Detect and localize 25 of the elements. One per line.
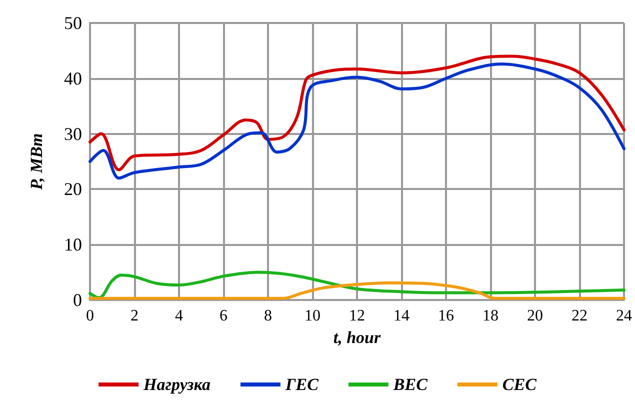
legend-label: ГЕС <box>284 375 320 394</box>
y-tick-label: 30 <box>64 124 82 144</box>
x-tick-label: 0 <box>86 308 94 324</box>
x-tick-label: 20 <box>527 308 543 324</box>
legend-label: СЕС <box>502 375 538 394</box>
y-tick-label: 0 <box>73 290 82 310</box>
x-tick-label: 2 <box>130 308 138 324</box>
y-axis-title: P, MBm <box>27 133 46 191</box>
legend-label: Нагрузка <box>142 375 211 394</box>
y-tick-label: 50 <box>64 13 82 33</box>
y-tick-label: 40 <box>64 68 82 88</box>
x-tick-label: 24 <box>616 308 632 324</box>
x-tick-label: 10 <box>304 308 320 324</box>
y-tick-label: 10 <box>64 234 82 255</box>
x-axis-title: t, hour <box>333 328 382 347</box>
x-tick-label: 4 <box>175 308 183 324</box>
legend-label: ВЕС <box>392 375 428 394</box>
x-tick-label: 16 <box>438 308 454 324</box>
x-tick-label: 22 <box>572 308 588 324</box>
y-tick-label: 20 <box>64 179 82 200</box>
x-tick-label: 12 <box>349 308 365 324</box>
x-tick-label: 18 <box>482 308 498 324</box>
x-tick-label: 6 <box>220 308 228 324</box>
x-tick-label: 14 <box>394 308 410 324</box>
x-tick-label: 8 <box>264 308 272 324</box>
